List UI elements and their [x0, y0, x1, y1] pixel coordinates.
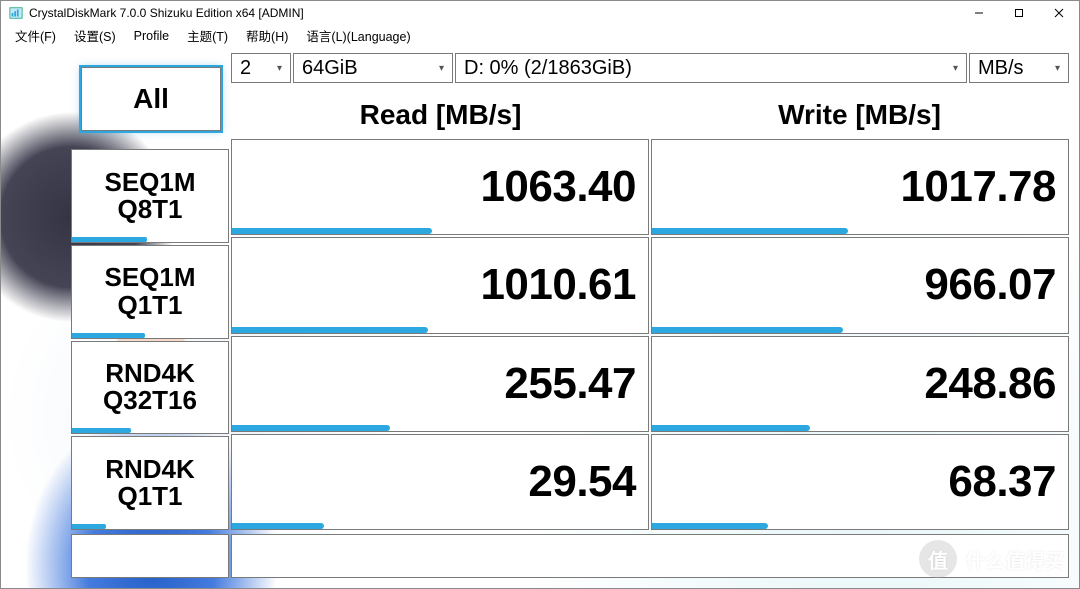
progress-bar [652, 523, 768, 529]
progress-bar [232, 523, 324, 529]
write-cell: 966.07 [651, 237, 1069, 333]
read-cell: 29.54 [231, 434, 649, 530]
menu-theme[interactable]: 主题(T) [185, 24, 230, 47]
test-label-bot: Q8T1 [117, 196, 182, 223]
drive-select[interactable]: D: 0% (2/1863GiB) ▾ [455, 53, 967, 83]
runs-value: 2 [240, 57, 251, 80]
menu-profile[interactable]: Profile [132, 27, 171, 45]
menu-file[interactable]: 文件(F) [13, 24, 58, 47]
write-cell: 248.86 [651, 336, 1069, 432]
read-value: 29.54 [528, 457, 636, 507]
size-value: 64GiB [302, 57, 358, 80]
benchmark-grid: All 2 ▾ 64GiB ▾ D: 0% (2/1863GiB) ▾ MB/s [231, 53, 1069, 578]
watermark-badge-icon: 值 [919, 540, 957, 578]
test-label-bot: Q32T16 [103, 387, 197, 414]
settings-row: 2 ▾ 64GiB ▾ D: 0% (2/1863GiB) ▾ MB/s ▾ [231, 53, 1069, 89]
progress-bar [72, 428, 131, 433]
all-button-label: All [133, 83, 169, 115]
read-value: 1010.61 [480, 260, 636, 310]
all-button[interactable]: All [81, 67, 221, 131]
write-header: Write [MB/s] [650, 91, 1069, 139]
write-value: 248.86 [924, 359, 1056, 409]
runs-select[interactable]: 2 ▾ [231, 53, 291, 83]
read-value: 255.47 [504, 359, 636, 409]
comment-field[interactable] [71, 534, 229, 578]
test-label-top: SEQ1M [104, 169, 195, 196]
app-window: CrystalDiskMark 7.0.0 Shizuku Edition x6… [0, 0, 1080, 589]
result-row: 1063.40 1017.78 [231, 139, 1069, 235]
menu-language[interactable]: 语言(L)(Language) [304, 24, 412, 47]
maximize-button[interactable] [999, 1, 1039, 25]
test-button-seq1m-q1t1[interactable]: SEQ1M Q1T1 [71, 245, 229, 339]
progress-bar [652, 425, 810, 431]
write-value: 1017.78 [900, 162, 1056, 212]
chevron-down-icon: ▾ [953, 63, 958, 74]
progress-bar [232, 425, 390, 431]
test-label-bot: Q1T1 [117, 292, 182, 319]
chevron-down-icon: ▾ [439, 63, 444, 74]
read-header: Read [MB/s] [231, 91, 650, 139]
write-cell: 68.37 [651, 434, 1069, 530]
progress-bar [232, 327, 428, 333]
menubar: 文件(F) 设置(S) Profile 主题(T) 帮助(H) 语言(L)(La… [1, 25, 1079, 47]
progress-bar [72, 333, 145, 338]
test-label-top: SEQ1M [104, 264, 195, 291]
write-value: 68.37 [948, 457, 1056, 507]
watermark: 值 什么值得买 [919, 540, 1065, 578]
progress-bar [652, 228, 848, 234]
read-cell: 1010.61 [231, 237, 649, 333]
progress-bar [652, 327, 843, 333]
close-button[interactable] [1039, 1, 1079, 25]
chevron-down-icon: ▾ [277, 63, 282, 74]
column-headers: Read [MB/s] Write [MB/s] [231, 91, 1069, 139]
all-button-wrap: All [71, 53, 231, 147]
test-label-top: RND4K [105, 360, 195, 387]
test-buttons-column: SEQ1M Q8T1 SEQ1M Q1T1 RND4K Q32T16 RND4K… [71, 149, 229, 578]
result-rows: 1063.40 1017.78 1010.61 966.07 [231, 139, 1069, 578]
menu-settings[interactable]: 设置(S) [72, 24, 118, 47]
drive-value: D: 0% (2/1863GiB) [464, 57, 632, 80]
progress-bar [72, 524, 106, 529]
watermark-text: 什么值得买 [965, 545, 1065, 574]
menu-help[interactable]: 帮助(H) [244, 24, 290, 47]
read-cell: 255.47 [231, 336, 649, 432]
test-label-top: RND4K [105, 456, 195, 483]
write-value: 966.07 [924, 260, 1056, 310]
size-select[interactable]: 64GiB ▾ [293, 53, 453, 83]
read-cell: 1063.40 [231, 139, 649, 235]
titlebar-left: CrystalDiskMark 7.0.0 Shizuku Edition x6… [9, 6, 304, 20]
window-controls [959, 1, 1079, 25]
test-button-rnd4k-q1t1[interactable]: RND4K Q1T1 [71, 436, 229, 530]
window-title: CrystalDiskMark 7.0.0 Shizuku Edition x6… [29, 6, 304, 20]
test-button-rnd4k-q32t16[interactable]: RND4K Q32T16 [71, 341, 229, 435]
result-row: 29.54 68.37 [231, 434, 1069, 530]
content-area: All 2 ▾ 64GiB ▾ D: 0% (2/1863GiB) ▾ MB/s [1, 47, 1079, 588]
write-cell: 1017.78 [651, 139, 1069, 235]
chevron-down-icon: ▾ [1055, 63, 1060, 74]
result-row: 255.47 248.86 [231, 336, 1069, 432]
titlebar[interactable]: CrystalDiskMark 7.0.0 Shizuku Edition x6… [1, 1, 1079, 25]
app-icon [9, 6, 23, 20]
progress-bar [72, 237, 147, 242]
unit-value: MB/s [978, 57, 1024, 80]
test-label-bot: Q1T1 [117, 483, 182, 510]
result-row: 1010.61 966.07 [231, 237, 1069, 333]
progress-bar [232, 228, 432, 234]
read-value: 1063.40 [480, 162, 636, 212]
minimize-button[interactable] [959, 1, 999, 25]
unit-select[interactable]: MB/s ▾ [969, 53, 1069, 83]
test-button-seq1m-q8t1[interactable]: SEQ1M Q8T1 [71, 149, 229, 243]
